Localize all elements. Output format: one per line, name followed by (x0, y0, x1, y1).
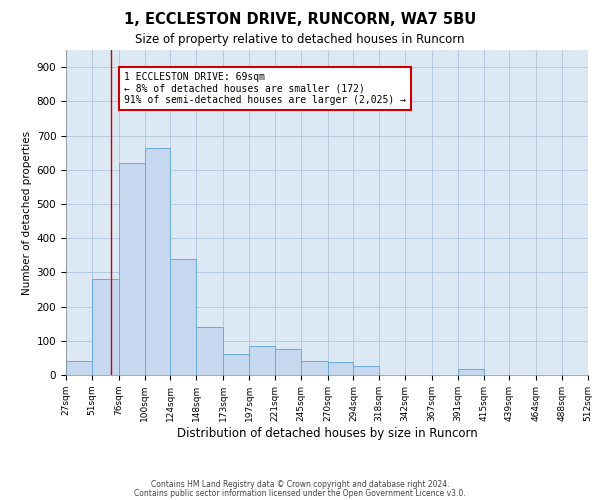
Y-axis label: Number of detached properties: Number of detached properties (22, 130, 32, 294)
Bar (458, 369, 484, 375)
Bar (145, 148, 170, 375)
X-axis label: Distribution of detached houses by size in Runcorn: Distribution of detached houses by size … (176, 426, 478, 440)
Bar (92, 279, 119, 375)
Bar (353, 366, 379, 375)
Bar (275, 350, 301, 375)
Bar (170, 258, 196, 375)
Text: Contains public sector information licensed under the Open Government Licence v3: Contains public sector information licen… (134, 488, 466, 498)
Bar (301, 362, 328, 375)
Bar (223, 354, 249, 375)
Bar (249, 346, 275, 375)
Bar (196, 327, 223, 375)
Bar (66, 360, 92, 375)
Text: 1 ECCLESTON DRIVE: 69sqm
← 8% of detached houses are smaller (172)
91% of semi-d: 1 ECCLESTON DRIVE: 69sqm ← 8% of detache… (124, 72, 406, 106)
Text: 1, ECCLESTON DRIVE, RUNCORN, WA7 5BU: 1, ECCLESTON DRIVE, RUNCORN, WA7 5BU (124, 12, 476, 28)
Bar (119, 163, 145, 375)
Text: Size of property relative to detached houses in Runcorn: Size of property relative to detached ho… (135, 32, 465, 46)
Bar (328, 362, 353, 375)
Text: Contains HM Land Registry data © Crown copyright and database right 2024.: Contains HM Land Registry data © Crown c… (151, 480, 449, 489)
